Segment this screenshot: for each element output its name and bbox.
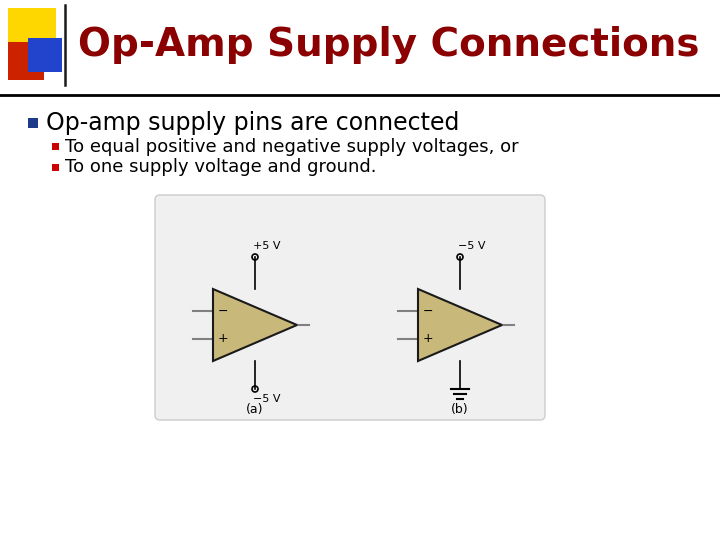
Text: +5 V: +5 V <box>253 241 281 251</box>
Text: −5 V: −5 V <box>253 394 281 404</box>
FancyBboxPatch shape <box>52 143 59 150</box>
FancyBboxPatch shape <box>8 8 56 52</box>
Text: +: + <box>423 332 433 345</box>
Text: +: + <box>218 332 229 345</box>
Polygon shape <box>213 289 297 361</box>
Text: (b): (b) <box>451 403 469 416</box>
Text: −: − <box>218 305 228 318</box>
FancyBboxPatch shape <box>28 118 38 128</box>
Text: Op-amp supply pins are connected: Op-amp supply pins are connected <box>46 111 459 135</box>
Polygon shape <box>418 289 502 361</box>
FancyBboxPatch shape <box>52 164 59 171</box>
FancyBboxPatch shape <box>28 38 62 72</box>
Text: (a): (a) <box>246 403 264 416</box>
Text: −5 V: −5 V <box>458 241 485 251</box>
Text: Op-Amp Supply Connections: Op-Amp Supply Connections <box>78 26 700 64</box>
Text: To equal positive and negative supply voltages, or: To equal positive and negative supply vo… <box>65 138 518 156</box>
FancyBboxPatch shape <box>155 195 545 420</box>
Text: To one supply voltage and ground.: To one supply voltage and ground. <box>65 158 377 176</box>
FancyBboxPatch shape <box>8 42 44 80</box>
Text: −: − <box>423 305 433 318</box>
